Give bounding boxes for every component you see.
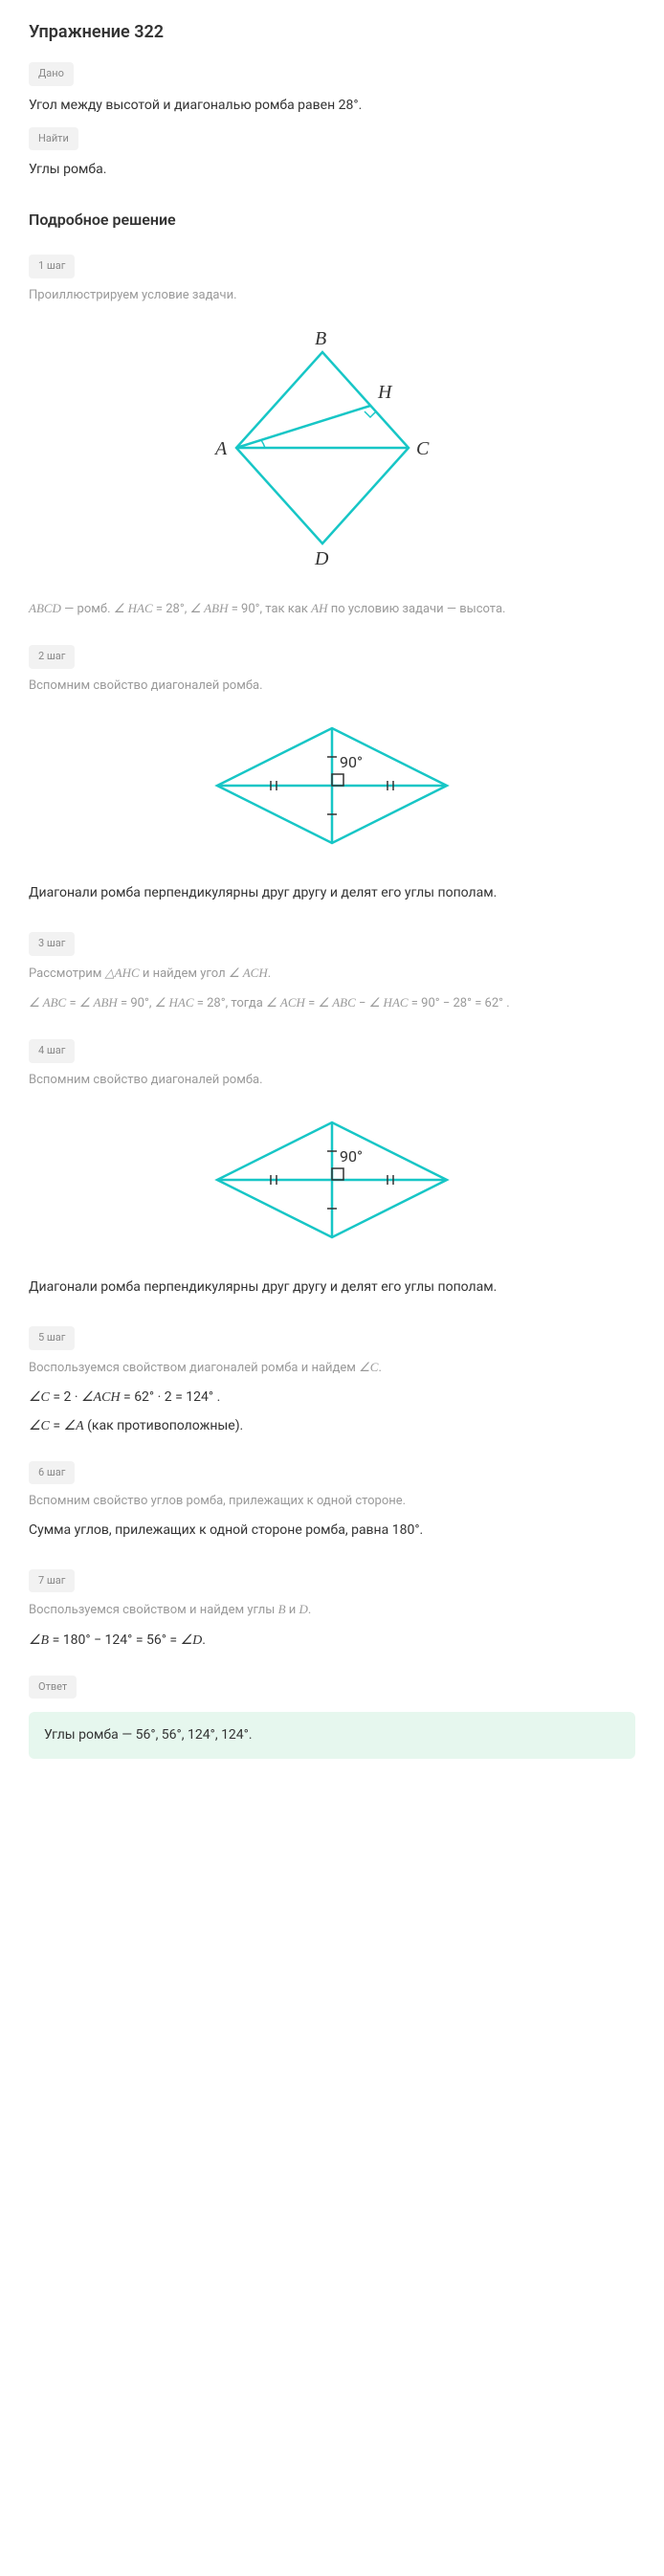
rhombus-diagram-2: 90° [29,714,635,864]
exercise-title: Упражнение 322 [29,19,635,45]
angle-90-label-2: 90° [340,1147,363,1166]
answer-badge: Ответ [29,1676,77,1699]
step2-text: Диагонали ромба перпендикулярны друг дру… [29,883,635,903]
step3-badge: 3 шаг [29,932,75,956]
solution-title: Подробное решение [29,209,635,232]
label-H: H [377,382,393,403]
label-B: B [315,328,326,349]
step5-math2: ∠C = ∠A (как противоположные). [29,1415,635,1438]
step7-intro: Воспользуемся свойством и найдем углы B … [29,1600,635,1620]
given-badge: Дано [29,62,74,86]
rhombus-diagram-3: 90° [29,1108,635,1258]
step4-text: Диагонали ромба перпендикулярны друг дру… [29,1277,635,1298]
step3-math: ∠ ABC = ∠ ABH = 90°, ∠ HAC = 28°, тогда … [29,992,635,1014]
angle-90-label: 90° [340,753,363,771]
step1-badge: 1 шаг [29,255,75,278]
step3-intro: Рассмотрим △AHC и найдем угол ∠ ACH. [29,964,635,984]
step2-badge: 2 шаг [29,645,75,669]
label-A: A [213,438,228,459]
step6-text: Сумма углов, прилежащих к одной стороне … [29,1521,635,1541]
find-badge: Найти [29,127,78,151]
find-text: Углы ромба. [29,160,635,180]
step5-intro: Воспользуемся свойством диагоналей ромба… [29,1358,635,1378]
step2-intro: Вспомним свойство диагоналей ромба. [29,677,635,696]
label-D: D [314,548,329,569]
step5-math1: ∠C = 2 · ∠ACH = 62° · 2 = 124° . [29,1387,635,1410]
step7-badge: 7 шаг [29,1569,75,1593]
answer-box: Углы ромба — 56°, 56°, 124°, 124°. [29,1712,635,1759]
step1-text: ABCD — ромб. ∠ HAC = 28°, ∠ ABH = 90°, т… [29,598,635,620]
step5-badge: 5 шаг [29,1326,75,1350]
label-C: C [416,438,430,459]
step6-intro: Вспомним свойство углов ромба, прилежащи… [29,1492,635,1511]
step1-intro: Проиллюстрируем условие задачи. [29,286,635,305]
step4-badge: 4 шаг [29,1039,75,1063]
rhombus-diagram-1: B H A C D [29,323,635,579]
step6-badge: 6 шаг [29,1461,75,1485]
step7-math: ∠B = 180° − 124° = 56° = ∠D. [29,1630,635,1653]
given-text: Угол между высотой и диагональю ромба ра… [29,96,635,116]
step4-intro: Вспомним свойство диагоналей ромба. [29,1071,635,1090]
